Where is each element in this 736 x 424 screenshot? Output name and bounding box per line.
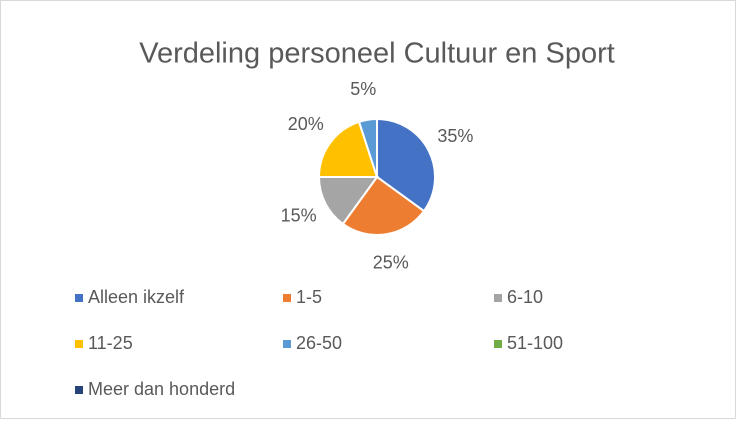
legend-label: 6-10: [507, 287, 543, 307]
pie-slice: [317, 120, 379, 178]
legend-swatch: [75, 340, 83, 348]
legend-swatch: [283, 340, 291, 348]
data-label: 25%: [373, 253, 409, 273]
legend-label: 26-50: [296, 333, 342, 353]
legend-label: 1-5: [296, 287, 322, 307]
data-label: 5%: [350, 79, 376, 99]
legend-swatch: [75, 386, 83, 394]
legend-label: Meer dan honderd: [88, 379, 235, 399]
pie-slice: [357, 117, 378, 178]
legend-swatch: [494, 340, 502, 348]
legend-label: 51-100: [507, 333, 563, 353]
legend-swatch: [494, 294, 502, 302]
pie-slice: [317, 176, 379, 226]
pie-slice: [341, 175, 426, 236]
legend-label: Alleen ikzelf: [88, 287, 185, 307]
data-label: 20%: [288, 114, 324, 134]
legend-swatch: [283, 294, 291, 302]
data-label: 35%: [437, 126, 473, 146]
data-label: 15%: [281, 206, 317, 226]
legend-swatch: [75, 294, 83, 302]
chart-title: Verdeling personeel Cultuur en Sport: [139, 38, 615, 70]
legend-label: 11-25: [88, 333, 133, 353]
pie-slice: [376, 117, 436, 213]
